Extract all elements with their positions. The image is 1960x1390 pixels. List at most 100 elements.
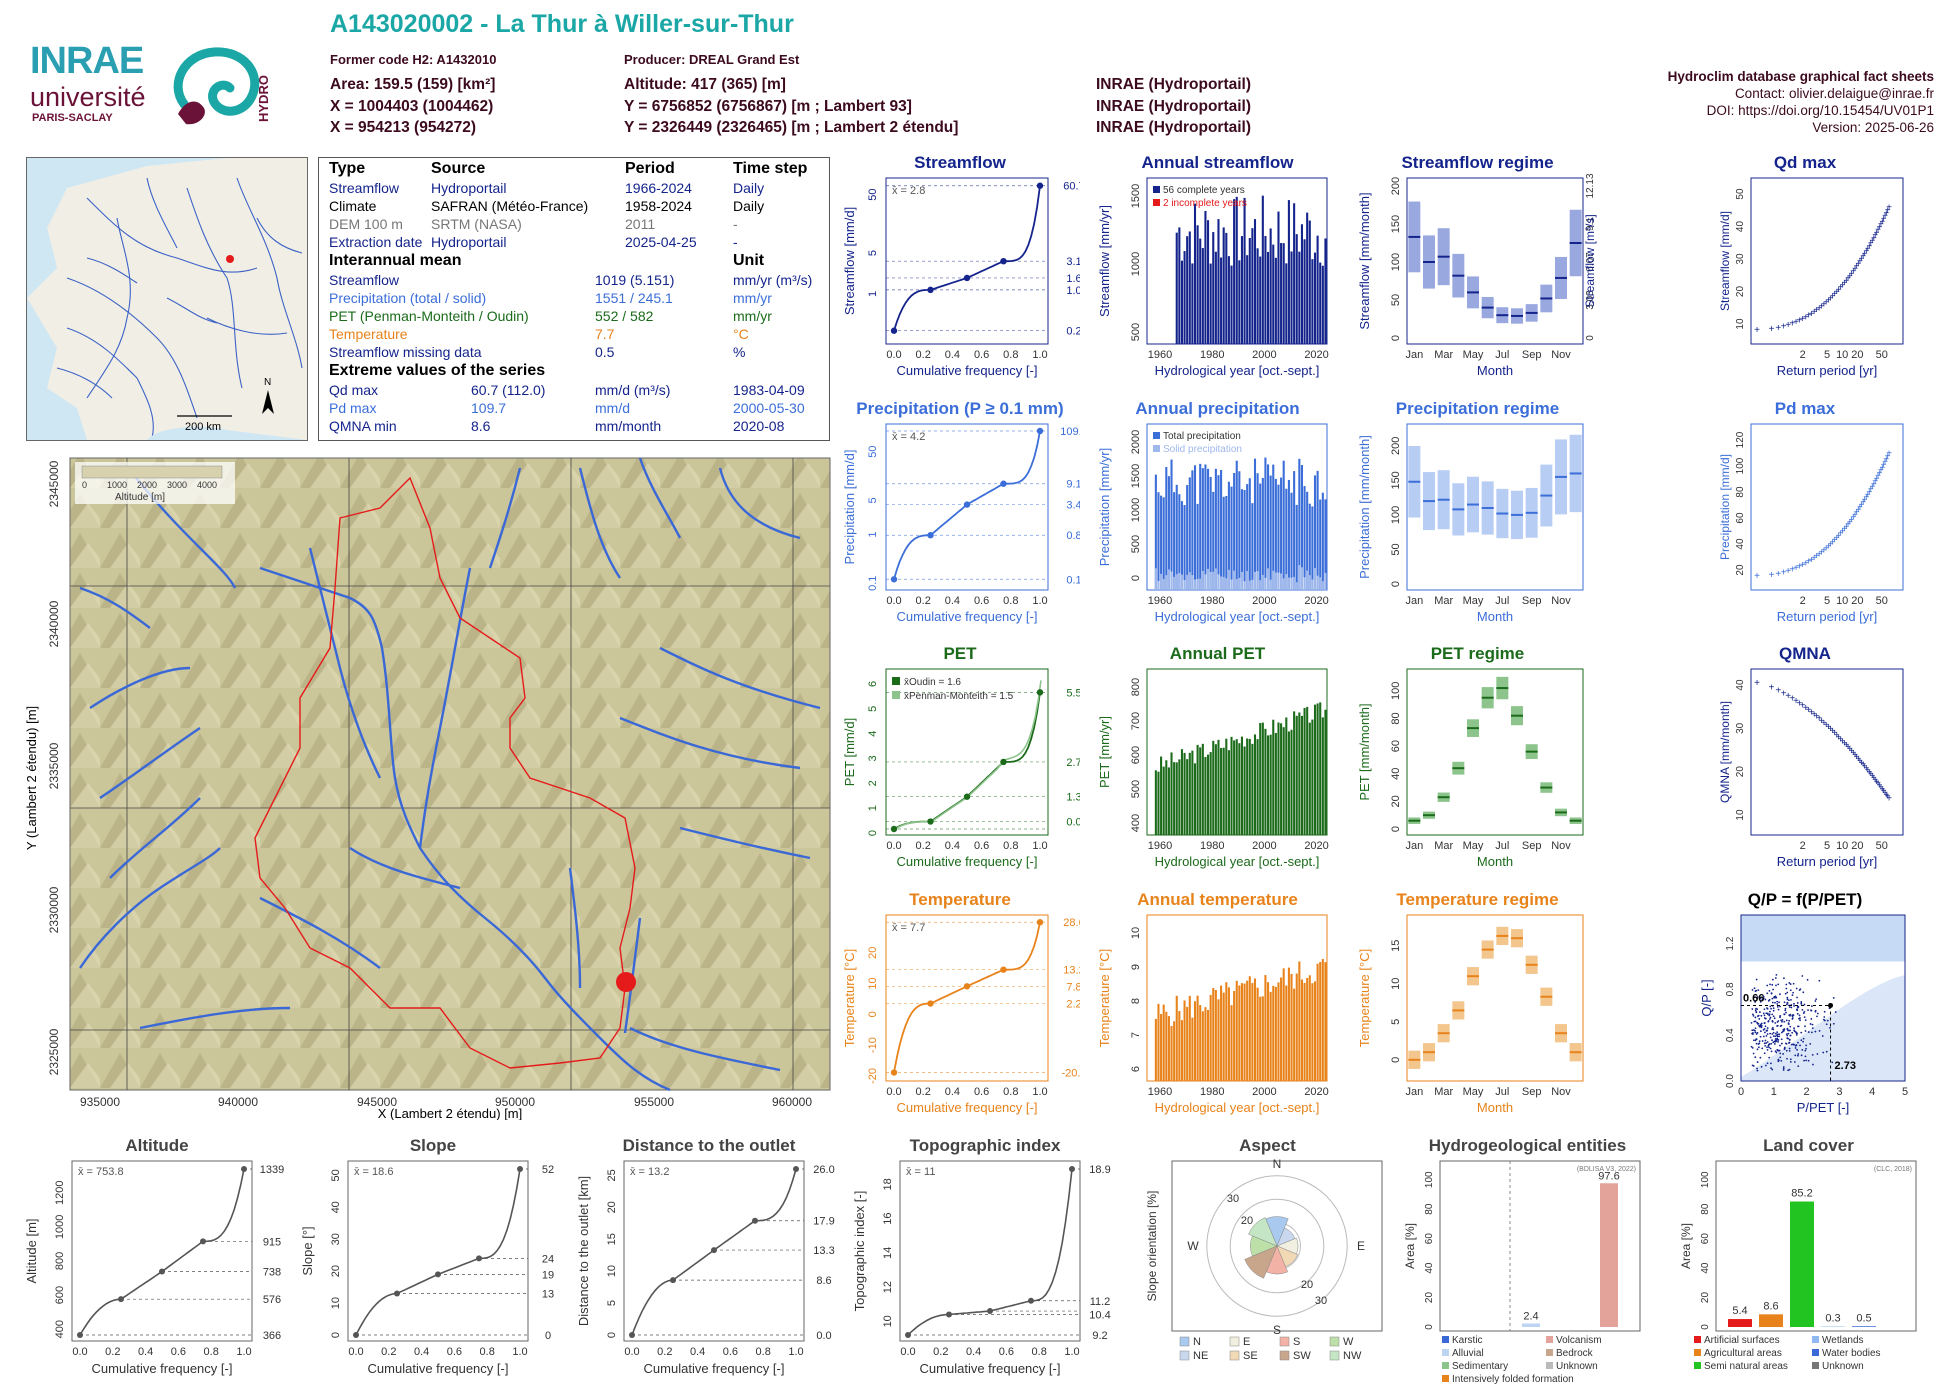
chart-title: Topographic index <box>910 1136 1061 1155</box>
x-tick: 2000 <box>1252 595 1276 607</box>
left-tick: 50 <box>867 446 879 458</box>
x-tick: Jan <box>1405 349 1423 361</box>
annual-bar <box>1306 978 1308 1081</box>
left-tick: 4 <box>867 731 879 737</box>
annual-bar <box>1228 256 1230 344</box>
annual-bar-solid <box>1184 580 1186 590</box>
cell: 1983-04-09 <box>733 382 805 398</box>
x-axis-label: Return period [yr] <box>1777 854 1877 869</box>
x-tick: Sep <box>1522 595 1542 607</box>
y-axis-label: Precipitation [mm/yr] <box>1097 448 1112 566</box>
annual-bar-solid <box>1160 574 1162 590</box>
legend-swatch <box>1280 1337 1289 1346</box>
data-point <box>1776 1049 1778 1051</box>
annual-bar <box>1262 723 1264 835</box>
chart-title: Pd max <box>1775 399 1836 418</box>
plot-frame <box>1751 424 1903 590</box>
data-point <box>1797 1055 1799 1057</box>
annual-bar <box>1319 962 1321 1081</box>
y-tick: 100 <box>1424 1171 1435 1188</box>
legend-tick: 0 <box>82 480 87 490</box>
hydro-logo-icon: HYDRO <box>164 44 274 130</box>
data-point <box>1790 1058 1792 1060</box>
data-point <box>1785 984 1787 986</box>
annual-bar <box>1215 744 1217 835</box>
legend-tick: 3000 <box>167 480 187 490</box>
annual-bar <box>1194 465 1196 590</box>
annual-bar <box>1298 713 1300 835</box>
data-point <box>1799 989 1801 991</box>
x-tick: 0.0 <box>624 1346 639 1358</box>
annual-bar <box>1285 986 1287 1081</box>
chart-title: Annual precipitation <box>1135 399 1299 418</box>
annual-bar <box>1314 981 1316 1081</box>
annual-bar <box>1257 248 1259 344</box>
x-tick: 0.4 <box>414 1346 429 1358</box>
data-point <box>1764 1008 1766 1010</box>
right-tick: 0.0 <box>1066 817 1080 829</box>
annual-bar-solid <box>1251 580 1253 590</box>
data-point <box>1767 1049 1769 1051</box>
chart-qd_max: ++++++++++++++++++++++++++++++++++++++++… <box>1695 152 1915 382</box>
right-tick: 52 <box>542 1164 554 1176</box>
data-point <box>1793 1027 1795 1029</box>
data-point <box>1769 984 1771 986</box>
data-point <box>1752 1047 1754 1049</box>
data-point <box>1789 1042 1791 1044</box>
cell: mm/d (m³/s) <box>595 382 670 398</box>
left-tick: -10 <box>867 1037 879 1053</box>
data-point <box>1779 1016 1781 1018</box>
right-tick: 28.6 <box>1063 917 1080 929</box>
y-tick: 100 <box>1390 253 1402 271</box>
y-tick: 40 <box>1424 1262 1435 1274</box>
mean-point <box>1828 1003 1833 1008</box>
data-point <box>1810 1018 1812 1020</box>
legend-swatch <box>1330 1351 1339 1360</box>
right-tick: 366 <box>263 1330 281 1342</box>
cell: Extraction date <box>329 234 422 250</box>
cdf-point <box>964 275 970 281</box>
data-point <box>1769 1033 1771 1035</box>
table-row: Streamflow missing data 0.5 % <box>329 344 825 362</box>
y-axis-label: PET [mm/d] <box>842 718 857 786</box>
annual-bar-solid <box>1272 571 1274 590</box>
annual-bar <box>1322 717 1324 835</box>
data-point <box>1767 1027 1769 1029</box>
data-point <box>1775 974 1777 976</box>
legend-swatch <box>892 677 900 685</box>
annual-bar <box>1254 734 1256 835</box>
annual-bar-solid <box>1257 571 1259 590</box>
producer: Producer: DREAL Grand Est <box>624 49 799 70</box>
area-value: Area: 159.5 (159) [km²] <box>330 74 495 95</box>
catchment-map: 0 1000 2000 3000 4000 Altitude [m] 93500… <box>20 448 835 1120</box>
y-tick: 7 <box>1130 1032 1142 1038</box>
y-axis-label: Temperature [°C] <box>1097 949 1112 1047</box>
annual-bar <box>1170 1026 1172 1081</box>
right-tick: 2.2 <box>1066 999 1080 1011</box>
annual-bar <box>1317 964 1319 1081</box>
data-point <box>1777 1041 1779 1043</box>
data-point: + <box>1886 794 1892 805</box>
x-tick: 940000 <box>218 1095 258 1109</box>
data-point <box>1808 1031 1810 1033</box>
direction-e: E <box>1357 1239 1365 1253</box>
left-tick: 1 <box>867 531 879 537</box>
legend-entry: NE <box>1193 1350 1208 1362</box>
source-2: INRAE (Hydroportail) <box>1096 96 1251 117</box>
annual-bar <box>1304 983 1306 1081</box>
y-tick: 2335000 <box>47 742 61 789</box>
annual-bar <box>1173 492 1175 590</box>
y-tick: 120 <box>1735 431 1746 448</box>
annual-bar <box>1251 744 1253 835</box>
left-tick: 1 <box>867 291 879 297</box>
annual-bar <box>1309 221 1311 344</box>
cell: 552 / 582 <box>595 308 653 324</box>
y-axis-label: Altitude [m] <box>24 1218 39 1283</box>
data-point <box>1787 1002 1789 1004</box>
annual-bar-solid <box>1215 568 1217 590</box>
annual-bar <box>1207 755 1209 835</box>
annual-bar <box>1280 478 1282 590</box>
